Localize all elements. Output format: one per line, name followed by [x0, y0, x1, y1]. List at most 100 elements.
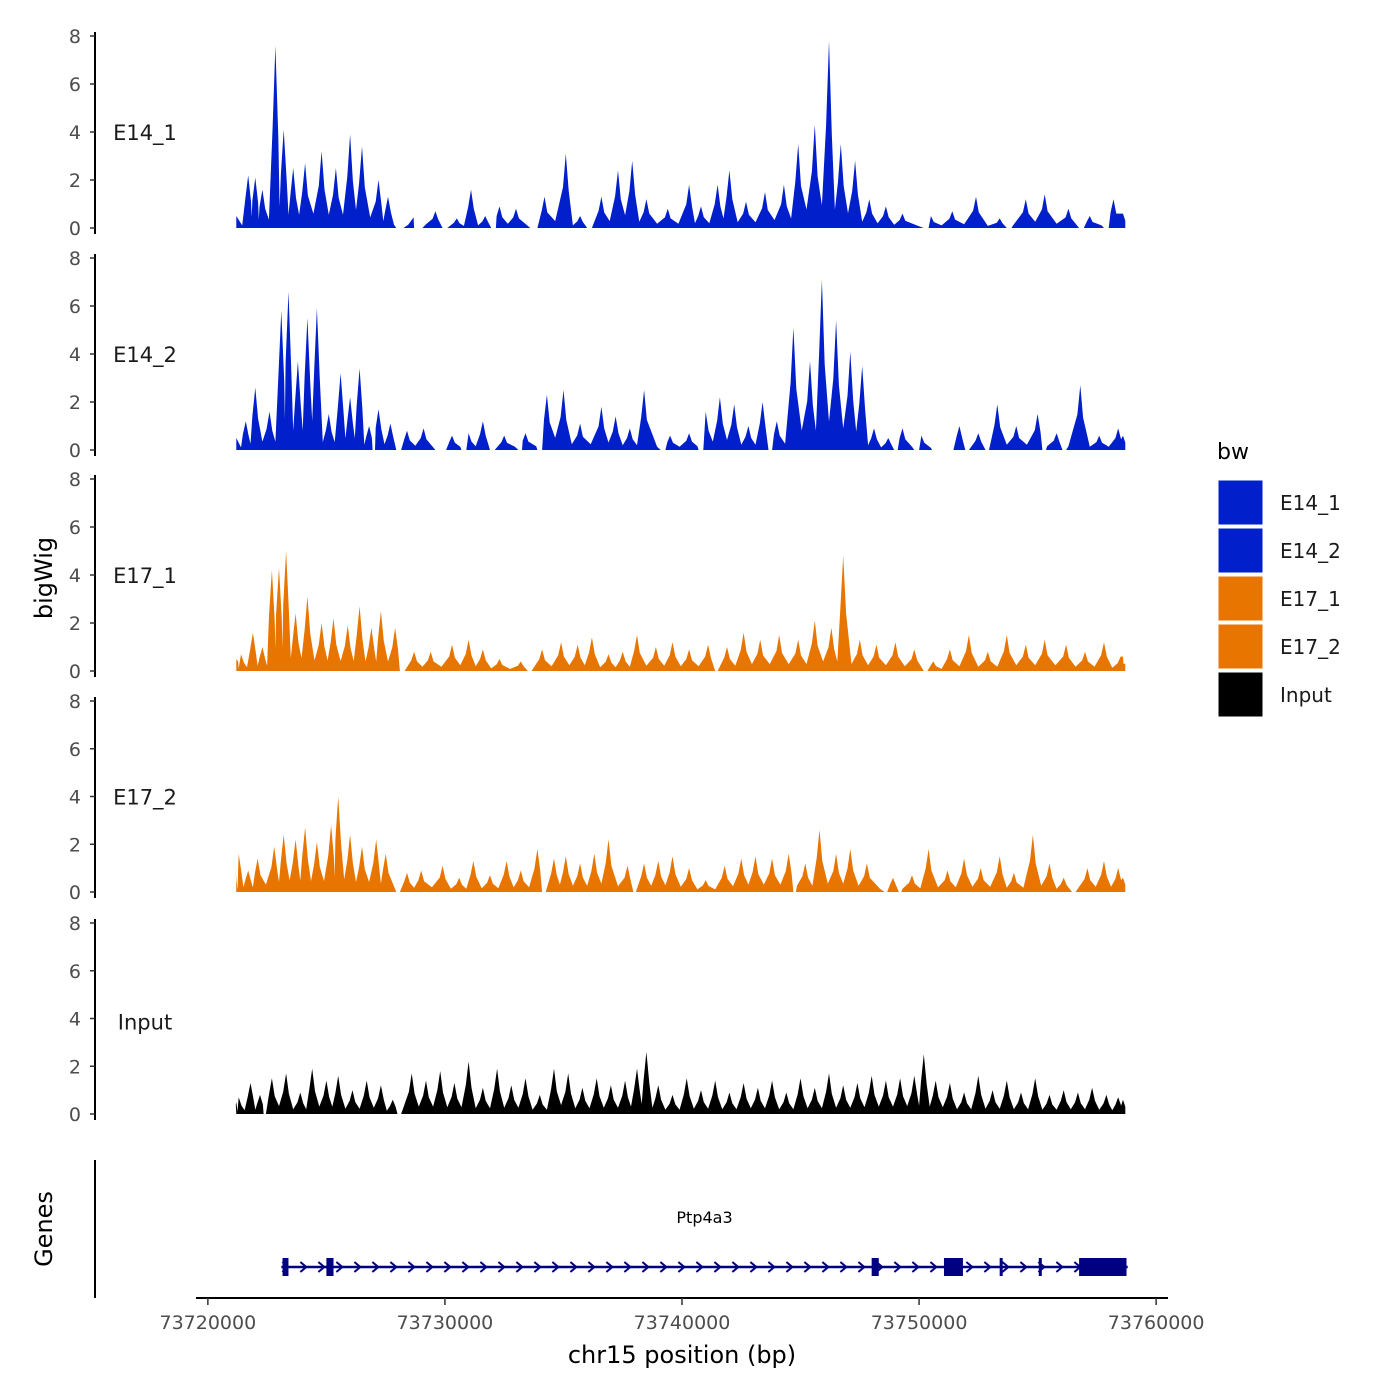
track-panel-e14-2: 0 2 4 6 8 E14_2 — [69, 248, 1126, 462]
legend-item-e17-1: E17_1 — [1217, 575, 1341, 622]
track-label: Input — [118, 1011, 172, 1035]
legend-item-e14-1: E14_1 — [1217, 479, 1341, 526]
gene-exon — [943, 1258, 963, 1276]
strand-chevron — [353, 1261, 362, 1273]
strand-chevron — [911, 1261, 920, 1273]
genes-panel: Genes Ptp4a3 — [30, 1160, 1128, 1298]
gene-exon — [282, 1258, 289, 1276]
y-tick-label: 6 — [69, 74, 81, 96]
y-tick-label: 4 — [69, 565, 81, 587]
x-tick-label: 73750000 — [871, 1312, 968, 1334]
strand-chevron — [425, 1261, 434, 1273]
strand-chevron — [785, 1261, 794, 1273]
signal-area-e17-2 — [235, 796, 1126, 892]
strand-chevron — [1001, 1261, 1010, 1273]
y-tick-label: 0 — [69, 1104, 81, 1126]
signal-area-e14-1 — [236, 40, 1126, 228]
legend-swatch — [1217, 575, 1264, 622]
y-tick-label: 0 — [69, 440, 81, 462]
y-tick-label: 6 — [69, 296, 81, 318]
strand-chevron — [695, 1261, 704, 1273]
x-tick-label: 73740000 — [634, 1312, 731, 1334]
legend-swatch — [1217, 671, 1264, 718]
y-tick-label: 0 — [69, 882, 81, 904]
y-tick-label: 0 — [69, 661, 81, 683]
signal-area-input — [235, 1051, 1126, 1114]
strand-chevron — [821, 1261, 830, 1273]
legend-item-e14-2: E14_2 — [1217, 527, 1341, 574]
strand-chevron — [713, 1261, 722, 1273]
legend-label: E17_1 — [1280, 587, 1341, 611]
x-axis-title: chr15 position (bp) — [568, 1341, 796, 1369]
strand-chevron — [749, 1261, 758, 1273]
y-tick-label: 2 — [69, 613, 81, 635]
strand-chevron — [587, 1261, 596, 1273]
legend-swatch — [1217, 623, 1264, 670]
strand-chevron — [407, 1261, 416, 1273]
legend-label: E17_2 — [1280, 635, 1341, 659]
y-tick-label: 2 — [69, 392, 81, 414]
strand-chevron — [857, 1261, 866, 1273]
legend-label: Input — [1280, 683, 1332, 707]
genes-axis-title: Genes — [30, 1191, 58, 1267]
legend: bw E14_1 E14_2 E17_1 E17_2 Input — [1217, 440, 1341, 718]
strand-chevron — [461, 1261, 470, 1273]
track-label: E17_1 — [113, 564, 177, 589]
y-tick-label: 8 — [69, 26, 81, 48]
track-panel-e14-1: 0 2 4 6 8 E14_1 — [69, 26, 1126, 240]
strand-chevron — [623, 1261, 632, 1273]
track-label: E14_1 — [113, 121, 177, 146]
strand-chevron — [659, 1261, 668, 1273]
y-tick-label: 4 — [69, 344, 81, 366]
y-tick-label: 2 — [69, 170, 81, 192]
signal-area-e17-1 — [236, 551, 1126, 671]
y-tick-label: 4 — [69, 787, 81, 809]
legend-item-e17-2: E17_2 — [1217, 623, 1341, 670]
y-tick-label: 8 — [69, 469, 81, 491]
strand-chevron — [605, 1261, 614, 1273]
y-tick-label: 8 — [69, 913, 81, 935]
gene-exon — [999, 1258, 1003, 1276]
strand-chevron — [731, 1261, 740, 1273]
gene-exon — [326, 1258, 334, 1276]
track-label: E17_2 — [113, 786, 177, 811]
strand-chevron — [299, 1261, 308, 1273]
strand-chevron — [533, 1261, 542, 1273]
strand-chevron — [767, 1261, 776, 1273]
y-tick-label: 6 — [69, 739, 81, 761]
strand-chevron — [839, 1261, 848, 1273]
legend-swatch — [1217, 527, 1264, 574]
track-panel-e17-2: 0 2 4 6 8 E17_2 — [69, 691, 1126, 904]
y-tick-label: 0 — [69, 218, 81, 240]
strand-chevron — [803, 1261, 812, 1273]
gene-exon — [871, 1258, 879, 1276]
strand-chevron — [515, 1261, 524, 1273]
y-tick-label: 4 — [69, 1009, 81, 1031]
legend-label: E14_2 — [1280, 539, 1341, 563]
x-tick-label: 73720000 — [159, 1312, 256, 1334]
x-tick-label: 73760000 — [1108, 1312, 1205, 1334]
signal-area-e14-2 — [236, 279, 1126, 450]
strand-chevron — [983, 1261, 992, 1273]
gene-exon — [1038, 1258, 1042, 1276]
strand-chevron — [1019, 1261, 1028, 1273]
strand-chevron — [479, 1261, 488, 1273]
x-axis: chr15 position (bp) 73720000 73730000 7374… — [159, 1297, 1205, 1369]
strand-chevron — [1055, 1261, 1064, 1273]
y-tick-label: 2 — [69, 1056, 81, 1078]
legend-swatch — [1217, 479, 1264, 526]
track-panel-e17-1: 0 2 4 6 8 E17_1 — [69, 469, 1126, 683]
y-tick-label: 6 — [69, 961, 81, 983]
strand-chevron — [641, 1261, 650, 1273]
y-tick-label: 8 — [69, 248, 81, 270]
y-tick-label: 6 — [69, 517, 81, 539]
y-tick-label: 2 — [69, 834, 81, 856]
x-tick-label: 73730000 — [397, 1312, 494, 1334]
strand-chevron — [965, 1261, 974, 1273]
y-tick-label: 8 — [69, 691, 81, 713]
track-panels: 0 2 4 6 8 E14_1 0 2 4 6 8 E14_2 0 2 4 6 8 E17_1 0 2 4 6 8 E17_2… — [69, 26, 1126, 1126]
y-axis-title: bigWig — [30, 537, 58, 619]
track-panel-input: 0 2 4 6 8 Input — [69, 913, 1126, 1126]
strand-chevron — [443, 1261, 452, 1273]
